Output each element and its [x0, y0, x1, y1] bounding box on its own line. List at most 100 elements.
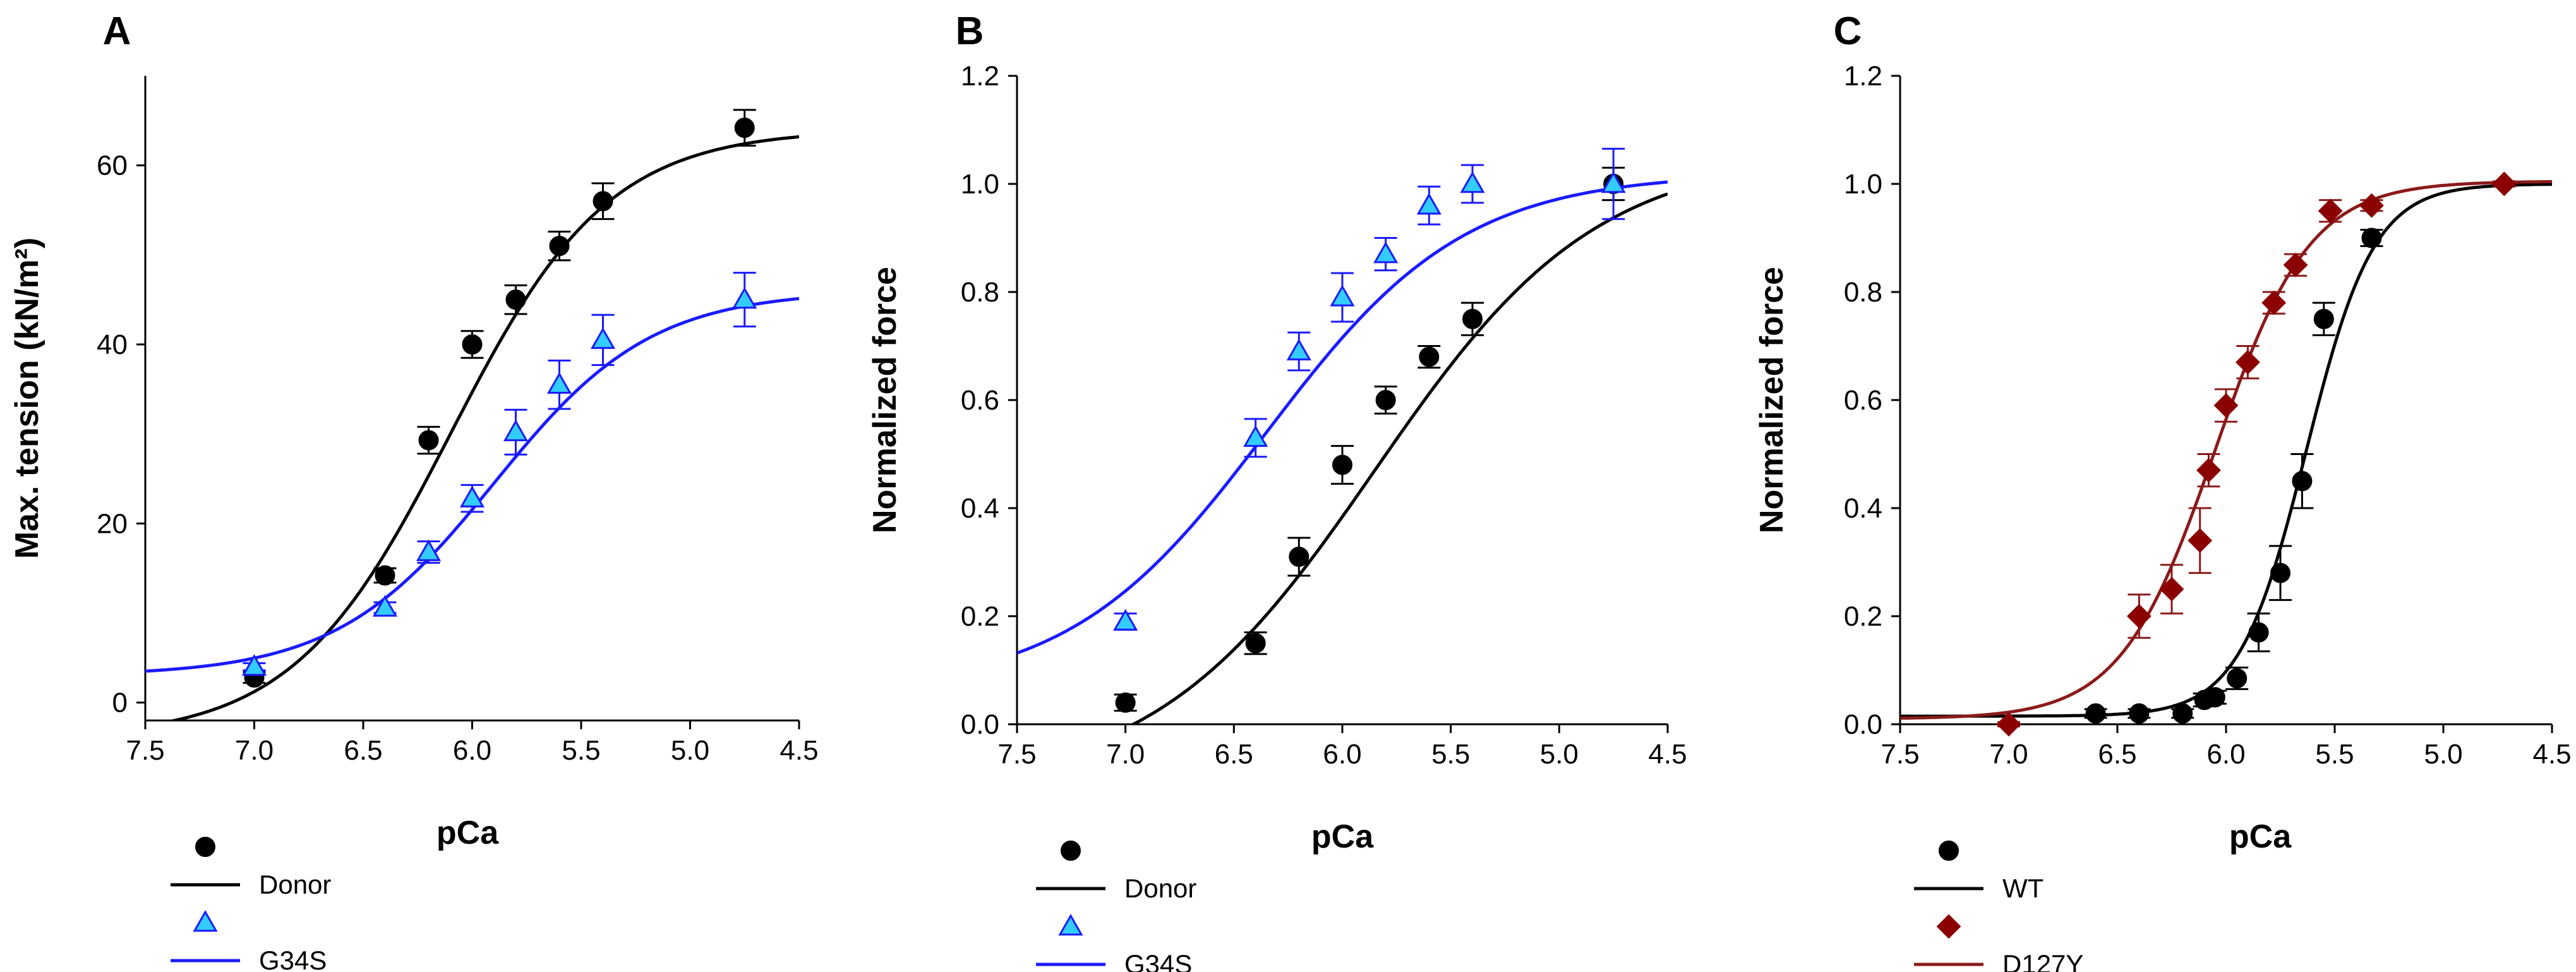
legend-marker — [1061, 841, 1081, 861]
data-point — [459, 485, 485, 507]
x-axis-title: pCa — [436, 815, 499, 851]
data-point — [546, 372, 572, 394]
fit-curve — [1129, 192, 1668, 724]
data-point — [2270, 562, 2290, 583]
fit-curve — [1017, 180, 1668, 655]
data-point — [1330, 284, 1355, 307]
data-point — [2283, 252, 2308, 277]
y-tick-label: 0.6 — [961, 385, 999, 416]
y-tick-label: 0.8 — [1844, 277, 1882, 308]
x-axis-title: pCa — [1311, 818, 1374, 855]
data-point — [1245, 633, 1266, 653]
data-point — [241, 653, 267, 676]
y-tick-label: 0.4 — [961, 493, 999, 524]
series-g34s — [145, 272, 799, 676]
data-point — [1289, 546, 1309, 567]
x-tick-label: 7.5 — [1881, 739, 1919, 770]
y-tick-label: 0.6 — [1844, 385, 1882, 416]
series-donor — [167, 109, 799, 720]
data-point — [2129, 703, 2150, 724]
data-point — [1113, 609, 1138, 631]
legend-entry-donor: Donor — [171, 837, 331, 899]
legend-label: G34S — [259, 945, 327, 972]
legend-entry-d127y: D127Y — [1914, 914, 2083, 972]
data-point — [2227, 668, 2248, 689]
panel-letter: A — [103, 9, 131, 53]
data-point — [1416, 193, 1441, 215]
data-point — [2235, 349, 2260, 375]
data-point — [2159, 576, 2184, 602]
data-point — [1601, 171, 1626, 193]
y-tick-label: 0 — [112, 688, 128, 719]
series-donor — [1114, 166, 1668, 724]
data-point — [1375, 390, 1396, 410]
x-axis-title: pCa — [2229, 818, 2292, 855]
data-point — [2361, 228, 2382, 248]
data-point — [2491, 171, 2517, 197]
legend-marker — [1936, 914, 1961, 939]
panel-c: C 7.5 7.0 6.5 6.0 5.5 5.0 4.5 0.0 0.2 0.4 0.6 0.8 1.0… — [1754, 9, 2572, 972]
fit-curve — [167, 135, 799, 720]
x-tick-label: 6.5 — [1215, 739, 1253, 770]
data-point — [2359, 193, 2384, 218]
x-tick-label: 5.5 — [2315, 739, 2354, 770]
data-point — [549, 236, 570, 257]
y-axis-title: Normalized force — [1754, 267, 1790, 533]
data-point — [1243, 425, 1268, 447]
data-point — [462, 334, 483, 355]
data-point — [590, 327, 616, 349]
data-point — [418, 430, 439, 451]
data-point — [2292, 471, 2313, 492]
y-tick-label: 1.0 — [1844, 169, 1882, 200]
data-point — [2213, 393, 2239, 418]
data-point — [593, 191, 613, 212]
x-tick-label: 6.5 — [344, 735, 382, 766]
legend-label: WT — [2002, 873, 2043, 903]
data-point — [2172, 703, 2193, 724]
legend-label: Donor — [1124, 873, 1196, 903]
legend-entry-g34s: G34S — [171, 909, 327, 972]
data-point — [416, 539, 442, 561]
x-tick-label: 4.5 — [2532, 739, 2571, 770]
data-point — [2188, 528, 2213, 553]
data-point — [1462, 308, 1483, 329]
x-tick-label: 7.0 — [235, 735, 274, 766]
x-tick-label: 6.0 — [453, 735, 491, 766]
data-point — [1286, 339, 1311, 361]
legend-label: Donor — [259, 870, 331, 899]
data-point — [1460, 171, 1485, 193]
y-tick-label: 1.2 — [961, 61, 999, 92]
legend-marker — [1939, 841, 1959, 861]
y-tick-label: 0.2 — [961, 601, 999, 632]
legend-label: G34S — [1124, 949, 1192, 972]
x-tick-label: 7.5 — [126, 735, 164, 766]
legend-marker — [193, 909, 218, 932]
y-tick-label: 1.2 — [1844, 61, 1882, 92]
x-tick-label: 5.5 — [1431, 739, 1470, 770]
data-point — [2318, 198, 2343, 224]
x-tick-label: 7.0 — [1989, 739, 2028, 770]
legend-marker — [195, 837, 215, 857]
legend-entry-g34s: G34S — [1036, 913, 1192, 972]
data-point — [505, 289, 526, 310]
x-tick-label: 5.0 — [2424, 739, 2462, 770]
y-tick-label: 0.8 — [961, 277, 999, 308]
panel-letter: C — [1834, 9, 1862, 53]
panel-letter: B — [956, 9, 984, 53]
data-point — [1996, 712, 2021, 737]
legend-entry-donor: Donor — [1036, 841, 1196, 903]
legend-label: D127Y — [2002, 949, 2083, 972]
x-tick-label: 5.0 — [1540, 739, 1579, 770]
data-point — [1115, 692, 1136, 713]
data-point — [1419, 346, 1440, 367]
data-point — [503, 419, 529, 442]
data-point — [2248, 622, 2269, 643]
x-tick-label: 7.5 — [997, 739, 1036, 770]
x-tick-label: 6.0 — [1323, 739, 1361, 770]
y-tick-label: 0.2 — [1844, 601, 1882, 632]
series-g34s — [1017, 147, 1668, 655]
data-point — [2126, 604, 2152, 629]
data-point — [2313, 308, 2334, 329]
y-tick-label: 60 — [97, 150, 128, 181]
data-point — [2205, 687, 2225, 708]
